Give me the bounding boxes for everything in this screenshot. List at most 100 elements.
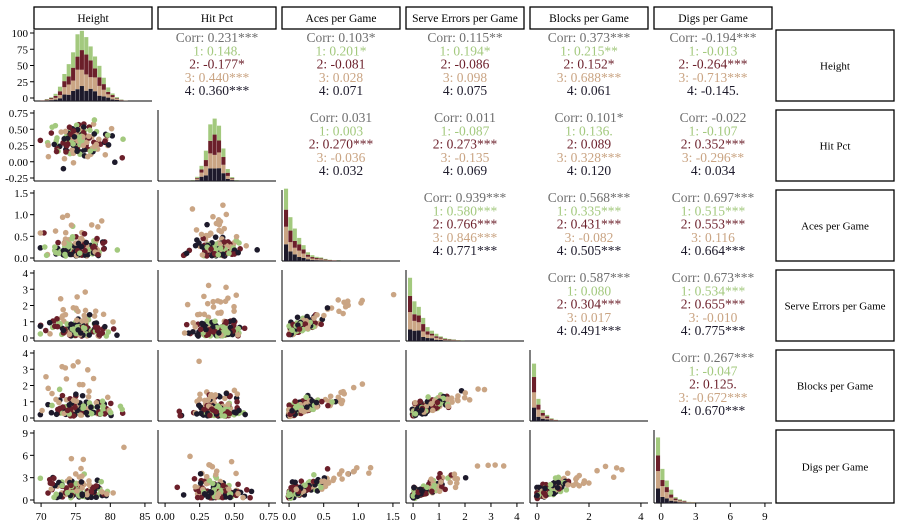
corr-overall: Corr: -0.022 bbox=[680, 110, 747, 125]
histogram-bar bbox=[451, 340, 456, 341]
histogram-bar bbox=[230, 178, 235, 181]
histogram-bar bbox=[203, 150, 208, 161]
scatter-point bbox=[80, 124, 87, 130]
scatter-point bbox=[581, 478, 588, 484]
histogram-bar bbox=[75, 56, 80, 70]
scatter-point bbox=[411, 484, 417, 491]
histogram-bar bbox=[669, 489, 674, 495]
scatter-point bbox=[288, 484, 294, 491]
corr-group-3: 3: -0.135 bbox=[441, 150, 490, 165]
scatter-point bbox=[286, 331, 292, 338]
scatter-point bbox=[192, 483, 199, 490]
scatter-point bbox=[62, 128, 69, 135]
scatter-point bbox=[95, 224, 101, 230]
scatter-point bbox=[425, 394, 431, 400]
x-tick-label: 1.0 bbox=[351, 511, 365, 523]
scatter-point bbox=[79, 318, 85, 324]
y-tick-label: 1 bbox=[23, 317, 29, 329]
histogram-bar bbox=[416, 306, 421, 316]
strip-right-label: Blocks per Game bbox=[797, 381, 873, 393]
histogram-bar bbox=[421, 336, 426, 341]
scatter-point bbox=[241, 325, 248, 332]
scatter-point bbox=[49, 124, 55, 130]
histogram-bar bbox=[301, 249, 306, 254]
scatter-point bbox=[84, 153, 91, 160]
x-tick-label: 0.75 bbox=[259, 511, 279, 523]
histogram-bar bbox=[284, 244, 289, 261]
scatter-point bbox=[193, 227, 200, 233]
histogram-bar bbox=[301, 245, 306, 250]
scatter-point bbox=[75, 308, 81, 315]
histogram-bar bbox=[412, 301, 417, 315]
scatter-point bbox=[318, 398, 325, 405]
histogram-bar bbox=[66, 84, 71, 95]
scatter-point bbox=[366, 470, 372, 476]
y-tick-label: 3 bbox=[23, 364, 29, 376]
histogram-bar bbox=[49, 98, 54, 100]
scatter-point bbox=[462, 390, 469, 396]
scatter-point bbox=[93, 141, 100, 148]
scatter-point bbox=[70, 141, 76, 147]
scatter-point bbox=[82, 307, 89, 314]
histogram-bar bbox=[408, 329, 413, 341]
scatter-point bbox=[314, 404, 320, 410]
histogram-bar bbox=[208, 168, 213, 181]
strip-top-label: Digs per Game bbox=[678, 13, 748, 25]
scatter-point bbox=[79, 491, 85, 497]
histogram-bar bbox=[53, 95, 58, 98]
corr-group-1: 1: 0.194* bbox=[439, 43, 490, 58]
scatter-point bbox=[339, 476, 345, 482]
histogram-bar bbox=[71, 52, 76, 68]
scatter-point bbox=[56, 386, 63, 393]
histogram-bar bbox=[319, 259, 324, 261]
histogram-bar bbox=[75, 69, 80, 90]
scatter-point bbox=[73, 398, 80, 405]
x-tick-label: 0 bbox=[534, 511, 540, 523]
histogram-bar bbox=[62, 81, 67, 88]
histogram-bar bbox=[532, 363, 537, 378]
strip-top-0 bbox=[33, 6, 153, 30]
scatter-point bbox=[47, 331, 53, 337]
histogram-bar bbox=[84, 37, 89, 55]
scatter-point bbox=[46, 319, 53, 326]
corr-group-1: 1: 0.515*** bbox=[681, 203, 746, 218]
histogram-bar bbox=[97, 65, 102, 78]
corr-group-1: 1: -0.107 bbox=[689, 123, 738, 138]
scatter-point bbox=[73, 317, 80, 323]
scatter-point bbox=[97, 411, 104, 417]
scatter-point bbox=[213, 408, 220, 415]
scatter-point bbox=[45, 153, 52, 160]
scatter-point bbox=[233, 292, 240, 298]
scatter-point bbox=[190, 319, 197, 326]
scatter-point bbox=[102, 323, 108, 330]
scatter-point bbox=[57, 296, 64, 302]
histogram-bar bbox=[101, 77, 106, 85]
scatter-point bbox=[542, 485, 548, 492]
scatter-point bbox=[222, 395, 228, 402]
strip-top-2 bbox=[281, 6, 401, 30]
scatter-point bbox=[69, 233, 76, 240]
scatter-point bbox=[234, 391, 241, 397]
scatter-point bbox=[321, 312, 327, 319]
scatter-point bbox=[208, 246, 214, 252]
scatter-point bbox=[340, 310, 346, 317]
scatter-point bbox=[196, 240, 202, 246]
scatter-point bbox=[485, 462, 491, 469]
histogram-bar bbox=[412, 314, 417, 321]
scatter-point bbox=[63, 142, 70, 149]
histogram-bar bbox=[284, 226, 289, 245]
corr-group-2: 2: 0.553*** bbox=[681, 217, 746, 232]
corr-group-2: 2: -0.086 bbox=[441, 57, 490, 72]
scatter-point bbox=[328, 305, 335, 311]
scatter-point bbox=[217, 218, 224, 225]
histogram-bar bbox=[49, 99, 54, 101]
scatter-point bbox=[613, 465, 620, 471]
scatter-point bbox=[289, 327, 295, 334]
scatter-point bbox=[79, 473, 85, 479]
y-tick-label: 3 bbox=[23, 284, 29, 296]
scatter-point bbox=[68, 222, 75, 228]
scatter-point bbox=[209, 463, 216, 470]
corr-group-1: 1: 0.335*** bbox=[557, 203, 622, 218]
histogram-bar bbox=[297, 257, 302, 261]
scatter-point bbox=[37, 230, 44, 236]
